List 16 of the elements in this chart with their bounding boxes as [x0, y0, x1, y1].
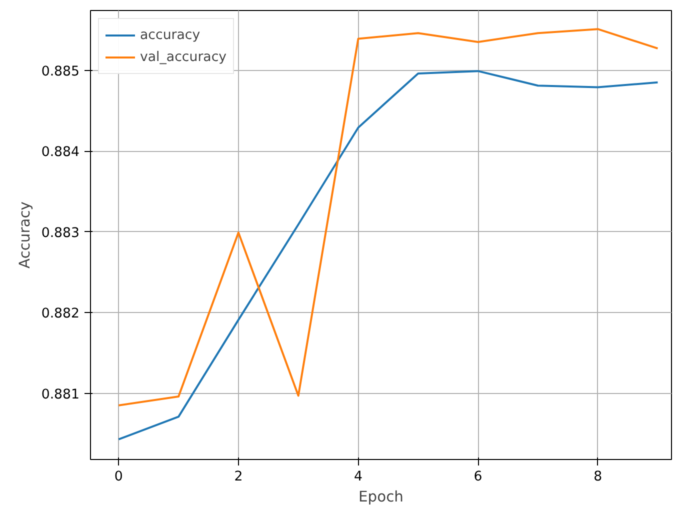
legend-label: accuracy — [140, 28, 200, 42]
x-axis-title: Epoch — [358, 488, 404, 506]
y-axis-title: Accuracy — [16, 201, 34, 268]
y-tick-label: 0.883 — [41, 226, 80, 241]
y-tick-label: 0.884 — [41, 145, 80, 160]
y-tick-label: 0.881 — [41, 387, 80, 402]
line-series — [118, 28, 659, 406]
legend-label: val_accuracy — [140, 50, 227, 64]
x-tick-label: 2 — [234, 470, 243, 484]
x-tick-label: 0 — [114, 470, 123, 484]
line-series — [118, 70, 659, 440]
x-tick-label: 4 — [354, 470, 362, 484]
y-tick-label: 0.882 — [41, 306, 80, 322]
x-tick-label: 8 — [594, 470, 602, 484]
x-tick-label: 6 — [474, 470, 482, 484]
y-tick-label: 0.885 — [41, 64, 80, 80]
